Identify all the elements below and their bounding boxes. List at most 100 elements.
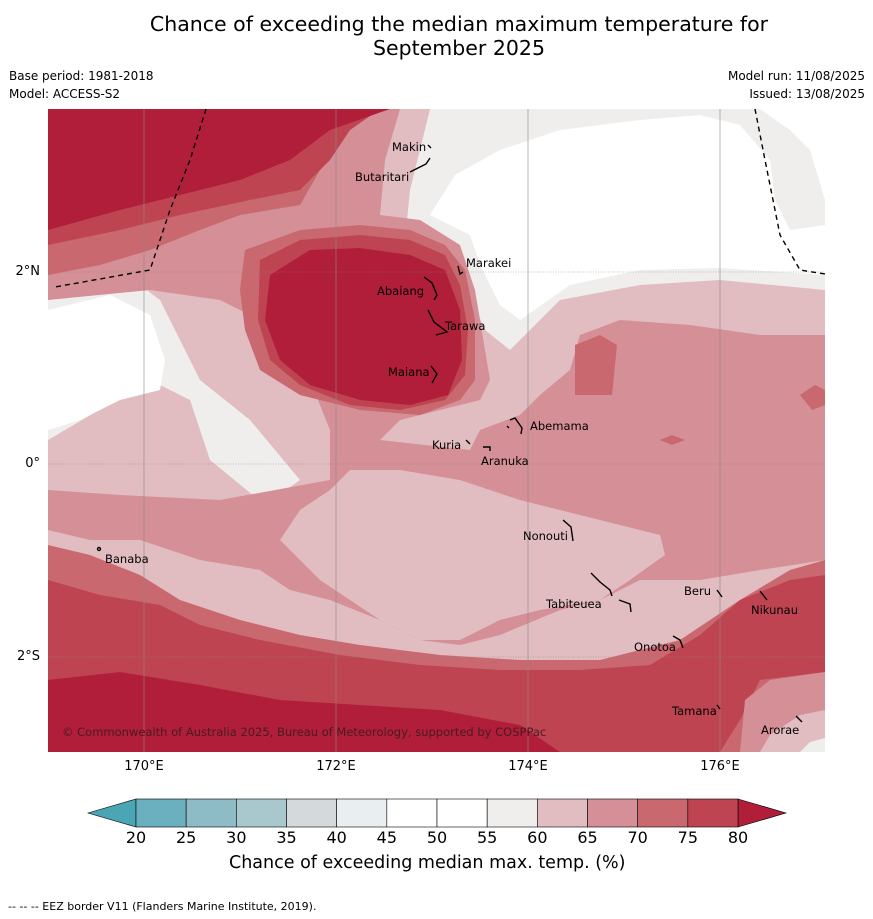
band-over-80 — [48, 672, 560, 752]
label-abaiang: Abaiang — [377, 284, 424, 298]
place-labels: Makin Butaritari Marakei Abaiang Tarawa … — [105, 140, 799, 737]
label-arorae: Arorae — [761, 723, 799, 737]
colorbar-cell — [637, 798, 689, 828]
eez-border — [54, 108, 826, 288]
colorbar-cell — [436, 798, 488, 828]
label-onotoa: Onotoa — [634, 640, 676, 654]
title-line-2: September 2025 — [373, 36, 545, 60]
colorbar-tick: 45 — [376, 828, 397, 847]
colorbar-tick: 50 — [426, 828, 448, 847]
copyright-notice: © Commonwealth of Australia 2025, Bureau… — [62, 725, 546, 739]
band-70-75 — [575, 335, 617, 395]
colorbar-tick: 30 — [226, 828, 247, 847]
island-arorae — [795, 715, 803, 723]
island-maiana — [430, 365, 438, 384]
colorbar-label: Chance of exceeding median max. temp. (%… — [229, 853, 626, 873]
label-tamana: Tamana — [671, 704, 717, 718]
lon-label-170E: 170°E — [124, 759, 164, 774]
island-abemama — [506, 417, 523, 435]
island-nikunau — [759, 590, 768, 601]
eez-legend-note: -- -- -- EEZ border V11 (Flanders Marine… — [8, 900, 317, 913]
colorbar-tick: 70 — [627, 828, 648, 847]
colorbar-cell — [537, 798, 588, 828]
island-makin-butaritari — [409, 144, 432, 173]
lat-label-2N: 2°N — [15, 264, 41, 279]
island-onotoa — [672, 635, 684, 649]
issued-date: Issued: 13/08/2025 — [749, 87, 865, 101]
island-marakei — [457, 265, 464, 276]
label-nikunau: Nikunau — [751, 603, 798, 617]
label-abemama: Abemama — [530, 419, 589, 433]
colorbar-cell — [336, 798, 388, 828]
band-60-65 — [760, 710, 825, 752]
band-55-60 — [800, 738, 825, 752]
island-banaba — [96, 546, 102, 552]
colorbar-tick: 75 — [677, 828, 698, 847]
contour-fills — [48, 109, 825, 752]
colorbar-tick: 60 — [527, 828, 548, 847]
band-65-70 — [280, 470, 665, 640]
band-over-80 — [540, 680, 700, 752]
colorbar-tick: 35 — [276, 828, 297, 847]
band-over-80 — [265, 248, 462, 405]
label-marakei: Marakei — [466, 256, 511, 270]
colorbar-cell — [386, 798, 438, 828]
colorbar — [86, 798, 788, 828]
gridlines — [48, 109, 825, 752]
meta-left: Base period: 1981-2018 Model: ACCESS-S2 — [9, 67, 154, 103]
colorbar-over-triangle — [737, 798, 788, 828]
colorbar-tick: 80 — [727, 828, 749, 847]
colorbar-tick: 40 — [326, 828, 347, 847]
eez-border-west — [54, 108, 207, 288]
island-tarawa — [427, 309, 449, 336]
label-butaritari: Butaritari — [355, 170, 409, 184]
lat-label-0: 0° — [25, 456, 40, 471]
label-banaba: Banaba — [105, 552, 149, 566]
band-over-80 — [48, 109, 390, 230]
lon-label-176E: 176°E — [700, 759, 740, 774]
colorbar-cells — [135, 798, 739, 828]
colorbar-tick: 55 — [476, 828, 498, 847]
label-makin: Makin — [392, 140, 426, 154]
colorbar-cell — [286, 798, 337, 828]
colorbar-cell — [135, 798, 187, 828]
label-kuria: Kuria — [432, 438, 461, 452]
lon-label-172E: 172°E — [316, 759, 356, 774]
colorbar-cell — [185, 798, 237, 828]
lat-label-2S: 2°S — [16, 649, 40, 664]
island-nonouti — [562, 519, 574, 542]
island-abaiang — [423, 276, 438, 301]
island-tabiteuea — [590, 572, 632, 613]
model-run: Model run: 11/08/2025 — [727, 69, 865, 83]
island-tamana — [716, 704, 721, 710]
colorbar-cell — [486, 798, 538, 828]
colorbar-tick: 20 — [125, 828, 147, 847]
lon-label-174E: 174°E — [508, 759, 548, 774]
band-50-55 — [430, 115, 825, 320]
band-70-75 — [660, 435, 685, 445]
band-50-55 — [48, 295, 165, 430]
colorbar-under-triangle — [86, 798, 137, 828]
label-aranuka: Aranuka — [481, 454, 529, 468]
meta-right: Model run: 11/08/2025 Issued: 13/08/2025 — [728, 67, 865, 103]
title-line-1: Chance of exceeding the median maximum t… — [149, 12, 769, 36]
colorbar-cell — [587, 798, 638, 828]
colorbar-tick: 25 — [175, 828, 197, 847]
chart-title: Chance of exceeding the median maximum t… — [0, 12, 873, 60]
eez-border-east — [754, 108, 826, 275]
colorbar-tick: 65 — [577, 828, 598, 847]
base-period: Base period: 1981-2018 — [9, 69, 154, 83]
islands — [96, 144, 803, 723]
label-beru: Beru — [684, 584, 711, 598]
island-beru — [716, 589, 723, 598]
island-kuria-aranuka — [465, 439, 491, 451]
band-50-55 — [760, 109, 825, 200]
label-tarawa: Tarawa — [444, 319, 485, 333]
band-70-75 — [800, 385, 825, 410]
colorbar-cell — [687, 798, 739, 828]
label-nonouti: Nonouti — [523, 529, 568, 543]
label-tabiteuea: Tabiteuea — [545, 597, 602, 611]
model-name: Model: ACCESS-S2 — [9, 87, 121, 101]
label-maiana: Maiana — [388, 365, 430, 379]
